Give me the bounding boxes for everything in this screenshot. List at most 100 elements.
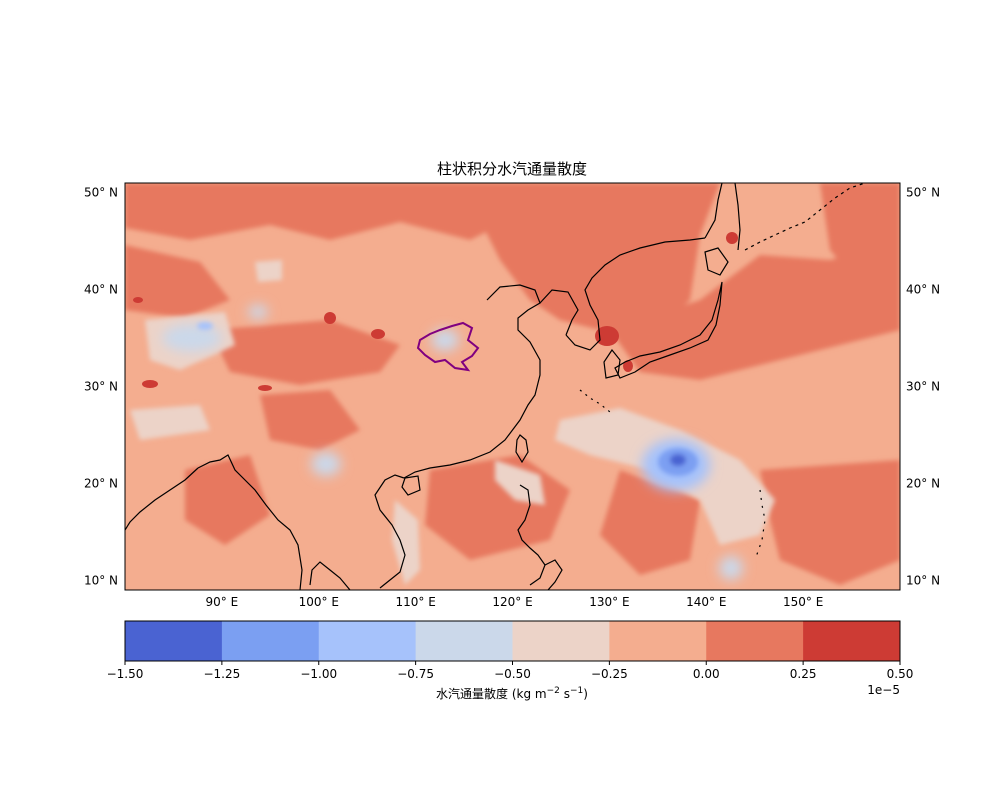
y-tick-label-right: 10° N [906,573,940,587]
coastline-vietnam [374,474,406,589]
coastline-philippines-south [544,559,563,590]
colorbar-label: 水汽通量散度 (kg m−2 s−1) [436,686,588,701]
coastline-taiwan [515,434,529,464]
colorbar-tick-label: −1.25 [203,667,240,681]
x-tick-labels: 90° E 100° E 110° E 120° E 130° E 140° E 150° … [206,595,824,609]
colorbar-tick-label: −1.50 [107,667,144,681]
convergence-pacific-south [719,556,743,580]
zone-indochina [260,390,360,450]
coastline-hokkaido [704,247,729,276]
convergence-yunnan [311,452,341,476]
colorbar [125,621,901,661]
zone-india-north [185,455,270,545]
colorbar-label-end: ) [583,687,588,701]
coastline-korea [565,237,706,351]
y-tick-label-right: 30° N [906,380,940,394]
y-tick-label-right: 40° N [906,283,940,297]
colorbar-label-mid: s [560,687,570,701]
y-tick-label-left: 10° N [84,573,118,587]
band-sichuan [130,405,210,440]
hotspot-korea-japan [595,326,619,346]
x-tick-label: 120° E [492,595,532,609]
zone-north-band [125,183,520,240]
colorbar-label-main: 水汽通量散度 (kg m [436,686,547,701]
colorbar-tick-label: −0.25 [591,667,628,681]
y-tick-label-left: 20° N [84,476,118,490]
coastline-kyushu [603,348,621,379]
tibet-core [197,322,213,330]
y-tick-label-right: 20° N [906,476,940,490]
y-tick-label-left: 50° N [84,186,118,200]
hotspot-qinghai [324,312,336,324]
band-indochina-coast [392,500,420,585]
coastline-honshu [614,281,723,379]
zone-northwest-pacific [820,183,900,285]
x-tick-label: 150° E [783,595,823,609]
colorbar-scale-label: 1e−5 [867,683,900,697]
hotspot-tibet-east [371,329,385,339]
coastline-gulf-of-thailand [309,561,351,590]
band-loess [255,260,282,282]
colorbar-tick-label: −0.50 [494,667,531,681]
region-outline-henan [416,321,480,372]
band-south-china-sea [495,460,545,505]
colorbar-label-exp2: −1 [570,686,583,696]
y-tick-label-left: 30° N [84,380,118,394]
colorbar-segment [125,621,223,661]
typhoon-core-inner [670,454,686,466]
coastline-philippines-luzon [517,484,546,586]
colorbar-segment [803,621,901,661]
hotspot-kyushu [623,360,633,372]
colorbar-tick-label: 0.00 [693,667,720,681]
coastline-marianas [754,489,766,561]
colorbar-segment [512,621,610,661]
x-tick-label: 90° E [206,595,239,609]
colorbar-segment [415,621,513,661]
coastline-china-east [403,284,541,479]
hotspot-tibet-west [142,380,158,388]
x-tick-label: 140° E [686,595,726,609]
colorbar-segment [706,621,804,661]
hotspot-tibet-south [258,385,272,391]
zone-central-tibet [210,320,400,385]
coastline-sakhalin [734,183,741,251]
colorbar-label-exp1: −2 [547,686,560,696]
y-tick-labels-right: 10° N 20° N 30° N 40° N 50° N [906,186,940,588]
zone-pacific-east [760,460,900,585]
coastlines [125,183,866,590]
x-tick-label: 100° E [299,595,339,609]
zone-east-china [470,183,720,345]
coastline-sea-of-okhotsk [704,183,723,239]
x-tick-label: 110° E [395,595,435,609]
map-area [125,183,900,590]
zone-west-tibet [125,245,230,318]
convergence-cores [197,322,698,476]
zone-pacific-mid [600,470,700,575]
hotspot-sakhalin [726,232,738,244]
y-tick-label-left: 40° N [84,283,118,297]
x-tick-label: 130° E [589,595,629,609]
y-tick-label-right: 50° N [906,186,940,200]
convergence-tibet [162,324,222,352]
coastline-india-east [125,467,199,531]
hotspot-west-edge [133,297,143,303]
colorbar-tick-label: 0.50 [887,667,914,681]
colorbar-tick-label: −0.75 [397,667,434,681]
coastline-hainan [401,475,421,496]
colorbar-tick-label: 0.25 [790,667,817,681]
strong-positive-spots [133,232,738,391]
chart-title: 柱状积分水汽通量散度 [437,160,587,178]
coastline-burma-bangladesh [197,454,303,590]
map-frame [124,182,901,591]
coastline-kurils [744,183,866,251]
colorbar-segment [221,621,320,661]
zone-japan-region [610,240,900,380]
colorbar-tick-labels: −1.50 −1.25 −1.00 −0.75 −0.50 −0.25 0.00 0.25 0.… [107,661,914,681]
colorbar-segment [318,621,417,661]
convergence-henan [431,329,459,351]
convergence-tibet-north [248,305,268,319]
colorbar-segment [609,621,707,661]
y-tick-labels-left: 10° N 20° N 30° N 40° N 50° N [84,186,118,588]
coastline-bohai-liaoning [539,289,579,336]
